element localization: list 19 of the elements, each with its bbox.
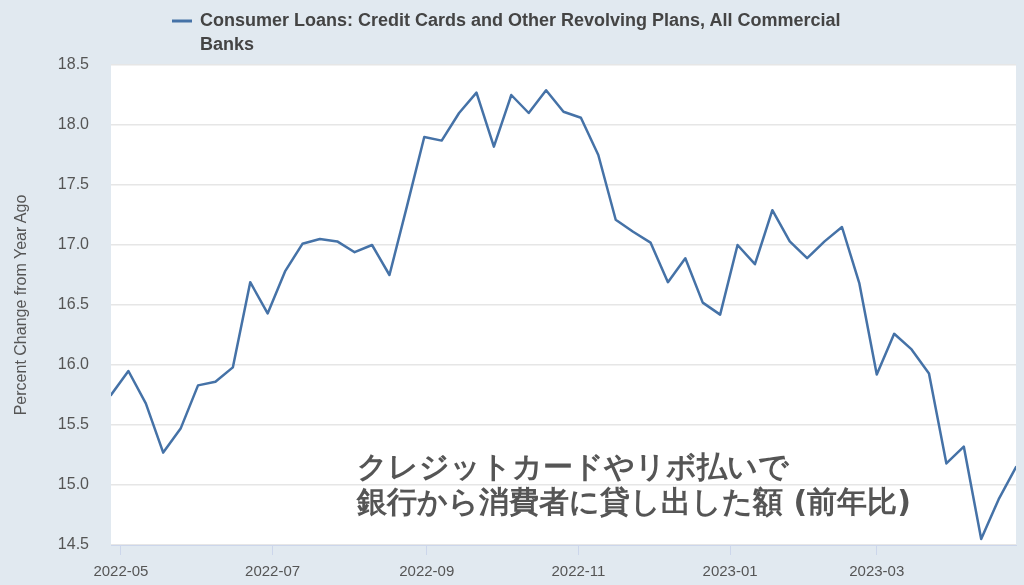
x-tick-label: 2022-05 <box>93 562 149 580</box>
x-tick-label: 2022-07 <box>245 562 301 580</box>
y-tick-label: 17.5 <box>57 175 90 193</box>
y-tick-label: 15.5 <box>57 415 90 433</box>
y-tick-label: 16.0 <box>57 355 90 373</box>
x-tick-label: 2023-03 <box>849 562 905 580</box>
x-tick-label: 2022-11 <box>551 562 606 580</box>
y-tick-label: 17.0 <box>57 235 90 253</box>
y-tick-label: 14.5 <box>57 535 90 553</box>
y-tick-label: 16.5 <box>57 295 90 313</box>
y-tick-label: 15.0 <box>57 475 90 493</box>
x-tick-label: 2023-01 <box>702 562 758 580</box>
y-tick-label: 18.5 <box>57 55 90 73</box>
annotation: 銀行から消費者に貸し出した額 (前年比) <box>356 483 911 519</box>
y-axis-title: Percent Change from Year Ago <box>12 194 30 416</box>
annotation: クレジットカードやリボ払いで <box>357 448 790 484</box>
legend-label: Consumer Loans: Credit Cards and Other Revolving Plans, All Commercial Banks <box>200 9 841 54</box>
y-tick-label: 18.0 <box>57 115 90 133</box>
x-tick-label: 2022-09 <box>399 562 455 580</box>
